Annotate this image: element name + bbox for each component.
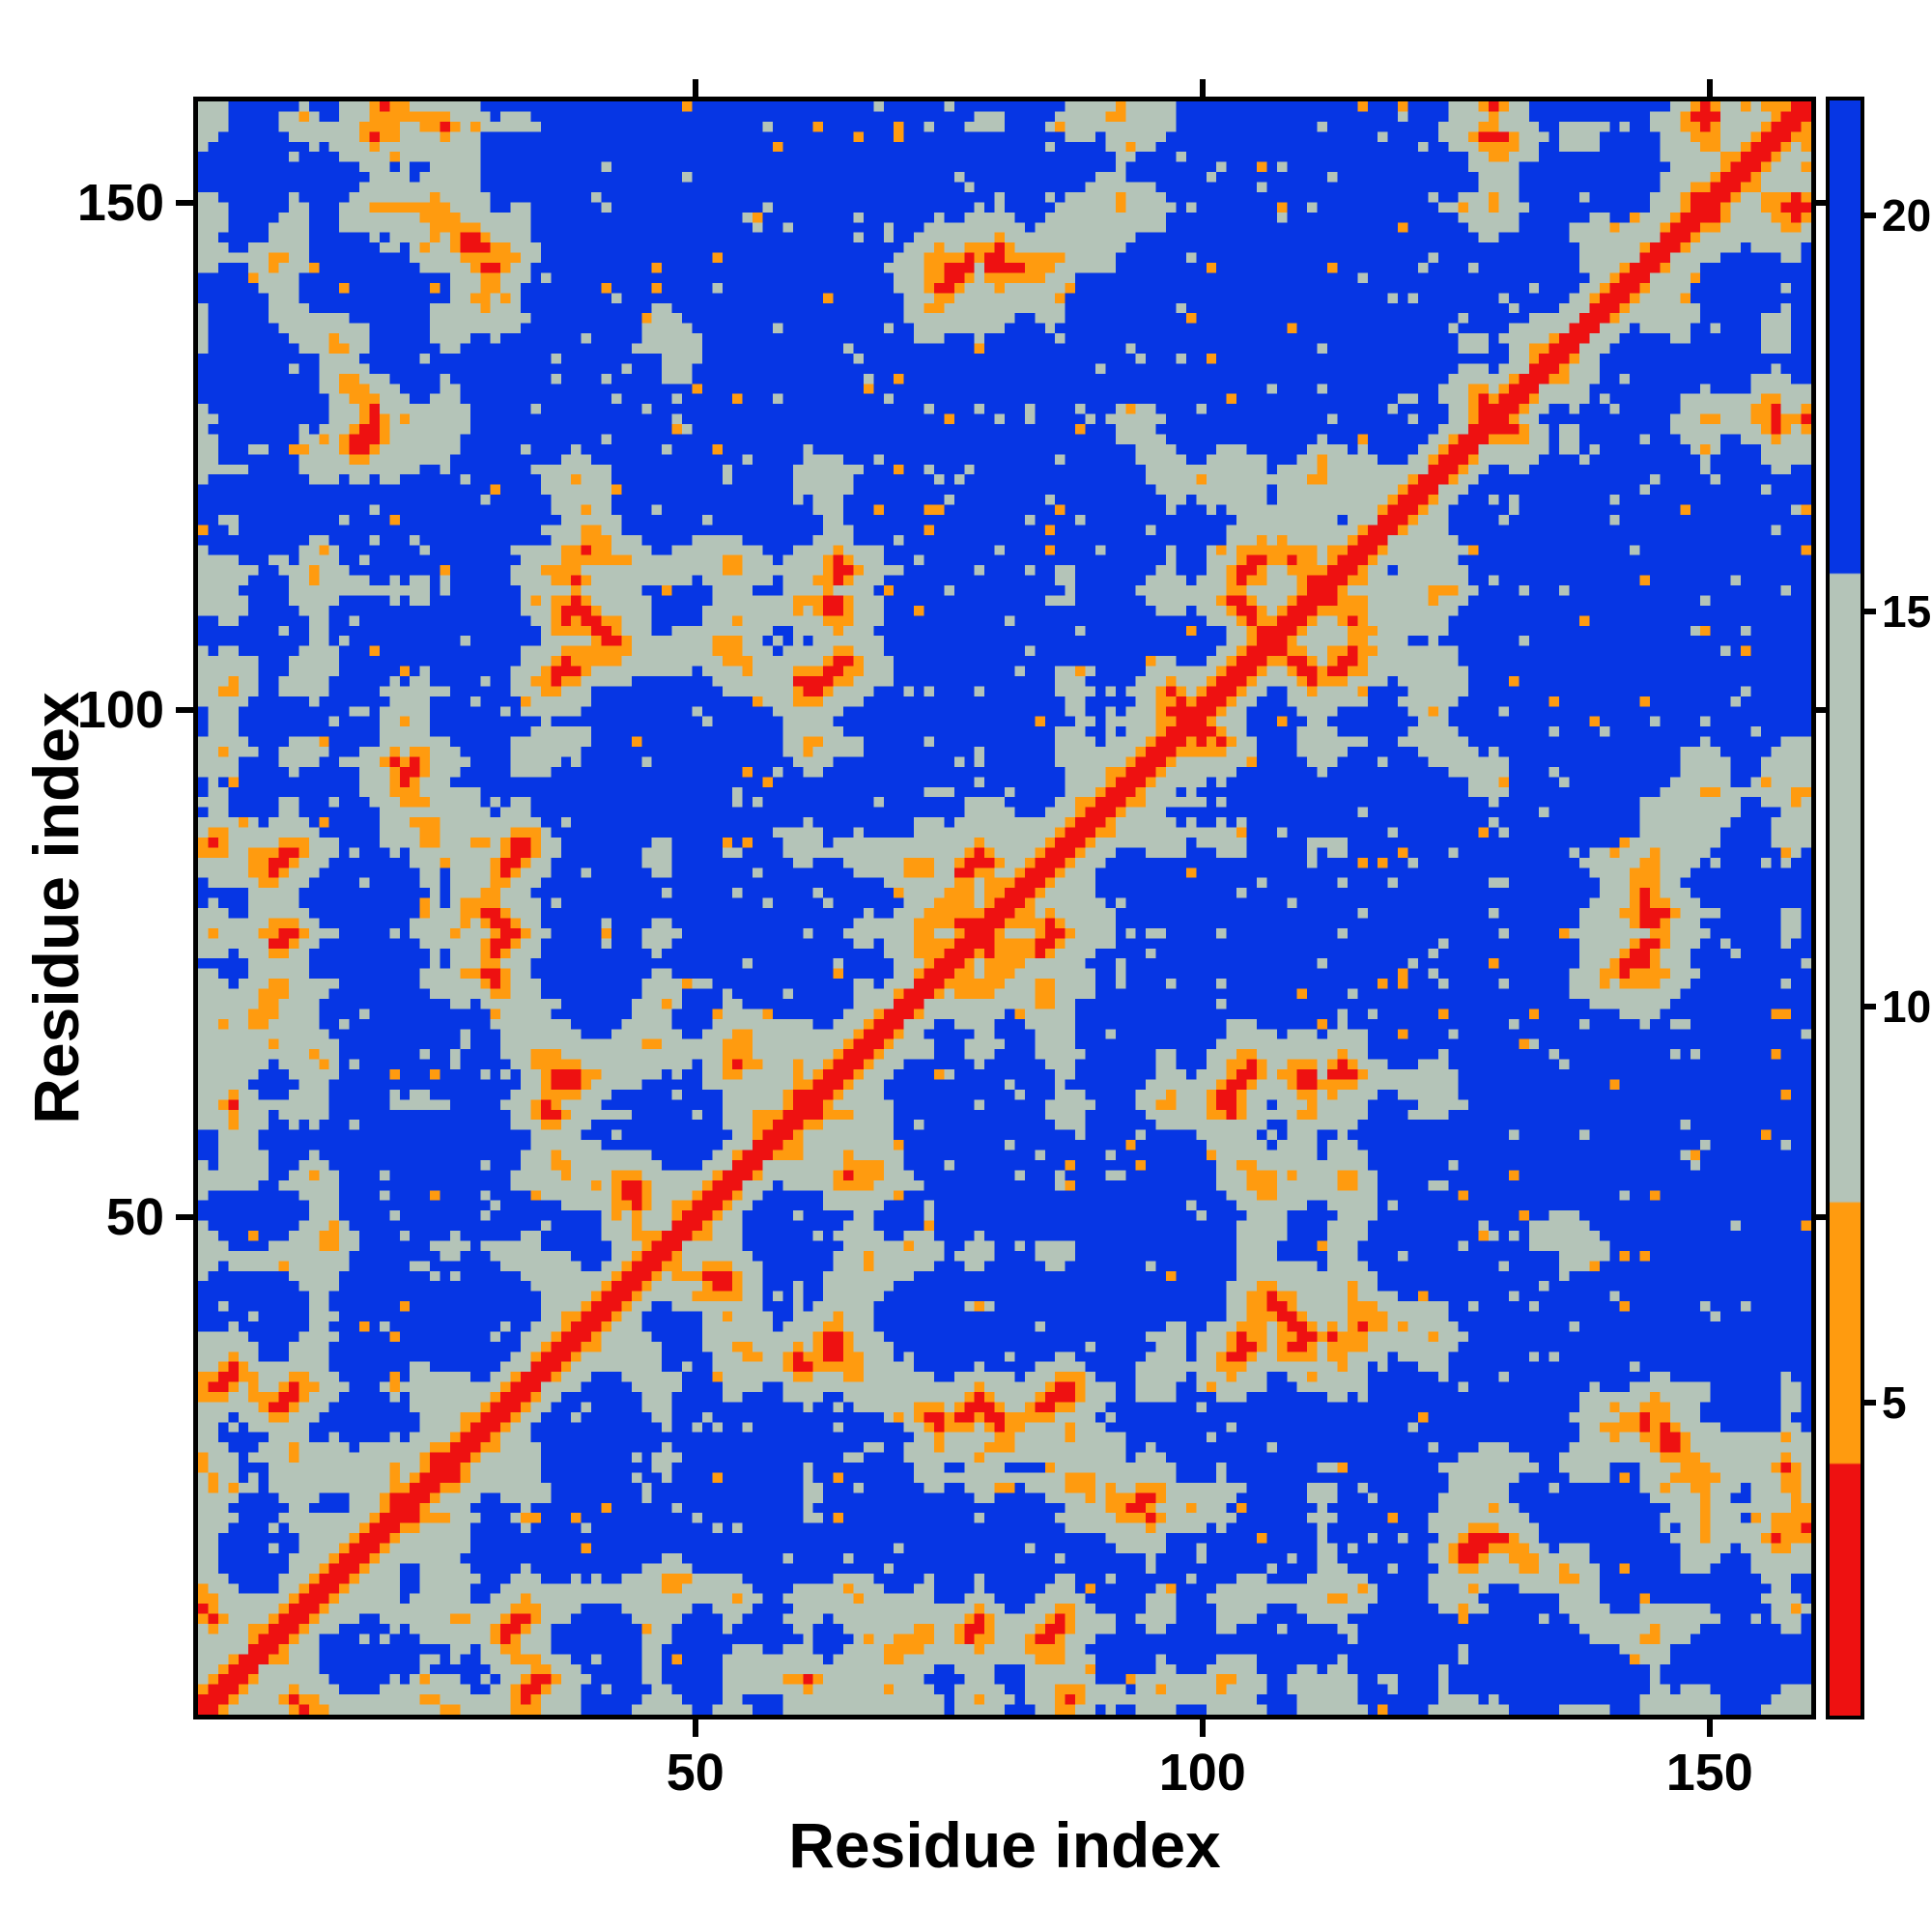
- y-tick-mark-left: [176, 1214, 193, 1221]
- heatmap-plot-area: [193, 97, 1816, 1719]
- x-tick-mark-bottom: [692, 1719, 698, 1737]
- x-tick-mark-top: [1706, 79, 1713, 97]
- y-tick-mark-right: [1816, 200, 1830, 207]
- y-tick-label: 150: [76, 174, 164, 233]
- colorbar-tick-label: 5: [1882, 1378, 1907, 1429]
- y-tick-mark-right: [1816, 707, 1830, 714]
- x-tick-label: 100: [1158, 1744, 1246, 1802]
- colorbar: [1826, 97, 1864, 1719]
- colorbar-tick-label: 15: [1882, 585, 1932, 637]
- colorbar-tick-mark: [1864, 1400, 1876, 1406]
- x-tick-mark-top: [1199, 79, 1206, 97]
- x-tick-label: 50: [666, 1744, 724, 1802]
- y-tick-label: 50: [105, 1188, 164, 1247]
- x-tick-mark-bottom: [1706, 1719, 1713, 1737]
- heatmap-canvas: [198, 101, 1811, 1715]
- colorbar-canvas: [1830, 100, 1861, 1716]
- x-tick-mark-bottom: [1199, 1719, 1206, 1737]
- y-axis-label: Residue index: [20, 692, 92, 1124]
- colorbar-tick-mark: [1864, 1004, 1876, 1010]
- x-tick-label: 150: [1665, 1744, 1753, 1802]
- colorbar-tick-mark: [1864, 212, 1876, 218]
- y-tick-mark-left: [176, 200, 193, 207]
- x-tick-mark-top: [692, 79, 698, 97]
- x-axis-label: Residue index: [788, 1809, 1221, 1881]
- y-tick-label: 100: [76, 681, 164, 740]
- colorbar-tick-mark: [1864, 608, 1876, 614]
- colorbar-tick-label: 20: [1882, 189, 1932, 241]
- colorbar-tick-label: 10: [1882, 981, 1932, 1033]
- y-tick-mark-right: [1816, 1214, 1830, 1221]
- y-tick-mark-left: [176, 707, 193, 714]
